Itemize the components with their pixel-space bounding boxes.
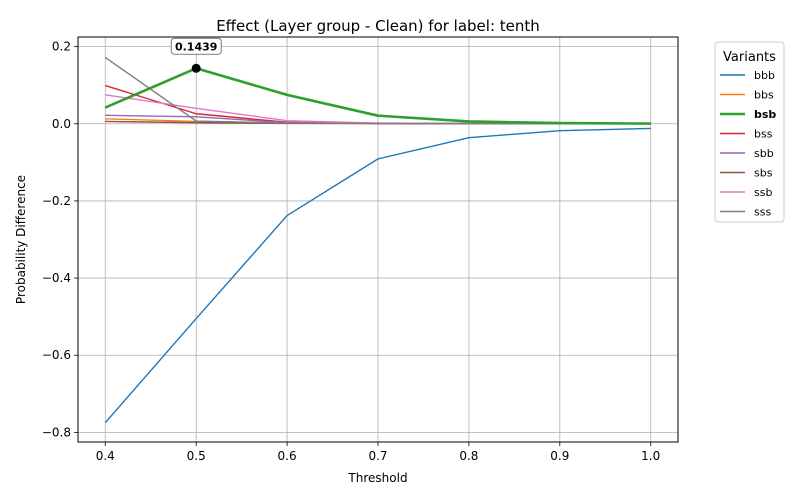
legend-label-ssb: ssb [754,186,772,199]
axis-ticks: 0.4 0.5 0.6 0.7 0.8 0.9 1.0 0.2 0.0 −0.2 −0.4 −0.6 −… [42,40,660,463]
y-tick-label: −0.8 [42,425,71,439]
series-line-bbb [104,127,651,424]
legend-label-sbs: sbs [754,167,773,180]
x-tick-label: 0.7 [368,449,387,463]
x-axis-label: Threshold [347,471,407,485]
legend-label-bbs: bbs [754,89,774,102]
annotation-box [170,37,222,55]
legend-label-bsb: bsb [754,108,776,121]
legend-label-bbb: bbb [754,69,775,82]
legend-title: Variants [723,50,776,65]
y-tick-label: −0.2 [42,194,71,208]
x-tick-label: 0.6 [278,449,297,463]
y-tick-label: −0.4 [42,271,71,285]
y-axis-label: Probability Difference [14,175,28,304]
x-tick-label: 0.8 [459,449,478,463]
y-tick-label: 0.0 [52,117,71,131]
legend-label-bss: bss [754,128,773,141]
x-tick-label: 1.0 [641,449,660,463]
x-tick-label: 0.4 [96,449,115,463]
legend-box [714,41,785,223]
annotation: 0.1439 [104,37,651,125]
legend: Variants bbb bbs bsb bss sbb sbs ssb sss [714,41,785,223]
highlight-point [191,63,201,73]
legend-label-sss: sss [754,206,771,219]
y-tick-label: −0.6 [42,348,71,362]
annotation-label: 0.1439 [175,40,217,53]
legend-label-sbb: sbb [754,147,774,160]
y-tick-label: 0.2 [52,40,71,54]
x-tick-label: 0.5 [187,449,206,463]
chart-title: Effect (Layer group - Clean) for label: … [216,17,540,35]
x-tick-label: 0.9 [550,449,569,463]
